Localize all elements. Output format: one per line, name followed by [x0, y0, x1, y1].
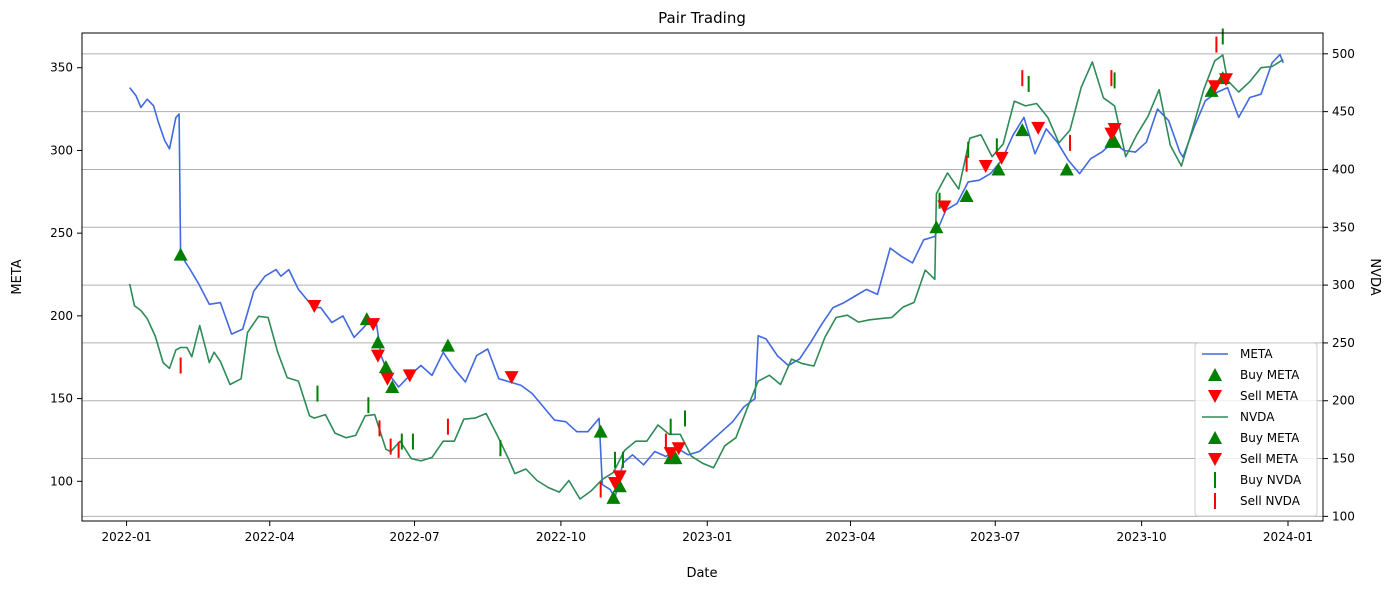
buy-meta-marker	[1204, 83, 1219, 97]
legend-label: Sell NVDA	[1240, 494, 1301, 508]
buy-meta-marker	[385, 380, 400, 394]
buy-meta-marker	[440, 338, 455, 352]
y-right-tick-label: 300	[1332, 278, 1355, 292]
y-right-tick-label: 500	[1332, 47, 1355, 61]
sell-meta-marker	[1207, 80, 1222, 94]
x-tick-label: 2022-04	[245, 530, 295, 544]
sell-meta-marker	[937, 200, 952, 214]
sell-meta-marker	[366, 318, 381, 332]
trade-markers	[173, 28, 1233, 504]
buy-meta-marker	[593, 424, 608, 438]
sell-meta-marker	[1031, 121, 1046, 135]
sell-meta-marker	[663, 447, 678, 461]
sell-meta-marker	[612, 470, 627, 484]
legend-label: Sell META	[1240, 389, 1299, 403]
buy-meta-marker	[370, 335, 385, 349]
x-axis-label: Date	[686, 566, 717, 581]
x-tick-label: 2023-10	[1117, 530, 1167, 544]
sell-meta-marker	[370, 349, 385, 363]
buy-meta-marker	[959, 189, 974, 203]
sell-meta-marker	[1218, 73, 1233, 87]
y-axis-right: 100 150 200 250 300 350 400 450 500	[1323, 47, 1355, 523]
y-left-tick-label: 350	[50, 61, 73, 75]
sell-meta-marker	[978, 159, 993, 173]
buy-meta-marker	[1015, 123, 1030, 137]
x-tick-label: 2023-07	[970, 530, 1020, 544]
x-tick-label: 2022-07	[389, 530, 439, 544]
sell-meta-marker	[504, 371, 519, 385]
y-right-tick-label: 400	[1332, 162, 1355, 176]
sell-meta-marker	[402, 369, 417, 383]
sell-meta-marker	[994, 151, 1009, 165]
legend-label: META	[1240, 347, 1273, 361]
sell-meta-marker	[671, 442, 686, 456]
buy-meta-marker	[173, 247, 188, 261]
y-right-tick-label: 250	[1332, 336, 1355, 350]
x-tick-label: 2022-01	[101, 530, 151, 544]
x-tick-label: 2023-01	[682, 530, 732, 544]
y-right-tick-label: 150	[1332, 452, 1355, 466]
legend-label: Sell META	[1240, 452, 1299, 466]
buy-meta-marker	[929, 220, 944, 234]
legend-label: Buy NVDA	[1240, 473, 1302, 487]
sell-meta-marker	[307, 299, 322, 313]
legend-swatch	[1208, 453, 1222, 466]
x-tick-label: 2024-01	[1263, 530, 1313, 544]
y-axis-left-label: META	[10, 259, 25, 294]
sell-meta-marker	[1107, 122, 1122, 136]
legend-box	[1194, 342, 1318, 517]
y-axis-left: 100 150 200 250 300 350	[50, 61, 82, 488]
legend-swatch	[1208, 390, 1222, 403]
buy-meta-marker	[1107, 134, 1122, 148]
plot-frame	[81, 32, 1324, 522]
legend-label: NVDA	[1240, 410, 1275, 424]
buy-meta-marker	[612, 479, 627, 493]
buy-meta-marker	[606, 490, 621, 504]
series-line-nvda	[128, 54, 1284, 500]
y-left-tick-label: 100	[50, 474, 73, 488]
y-left-tick-label: 250	[50, 226, 73, 240]
buy-meta-marker	[378, 360, 393, 374]
y-right-tick-label: 100	[1332, 509, 1355, 523]
buy-meta-marker	[1059, 162, 1074, 176]
chart-title: Pair Trading	[658, 9, 746, 27]
y-left-tick-label: 300	[50, 143, 73, 157]
y-left-tick-label: 200	[50, 309, 73, 323]
sell-meta-marker	[380, 372, 395, 386]
buy-meta-marker	[668, 451, 683, 465]
y-left-tick-label: 150	[50, 392, 73, 406]
buy-meta-marker	[991, 162, 1006, 176]
legend-label: Buy META	[1240, 431, 1300, 445]
y-right-tick-label: 350	[1332, 220, 1355, 234]
legend: META Buy META Sell META NVDA Buy META Sell ME…	[1194, 342, 1318, 517]
series-line-meta	[129, 53, 1284, 499]
y-axis-right-label: NVDA	[1367, 258, 1382, 295]
x-axis: 2022-01 2022-04 2022-07 2022-10 2023-01 2023-…	[101, 521, 1313, 544]
legend-swatch	[1208, 368, 1222, 381]
series-lines	[128, 53, 1284, 500]
x-tick-label: 2022-10	[536, 530, 586, 544]
grid-lines	[82, 53, 1323, 517]
legend-label: Buy META	[1240, 368, 1300, 382]
y-right-tick-label: 450	[1332, 105, 1355, 119]
legend-swatch	[1208, 431, 1222, 444]
x-tick-label: 2023-04	[825, 530, 875, 544]
y-right-tick-label: 200	[1332, 394, 1355, 408]
